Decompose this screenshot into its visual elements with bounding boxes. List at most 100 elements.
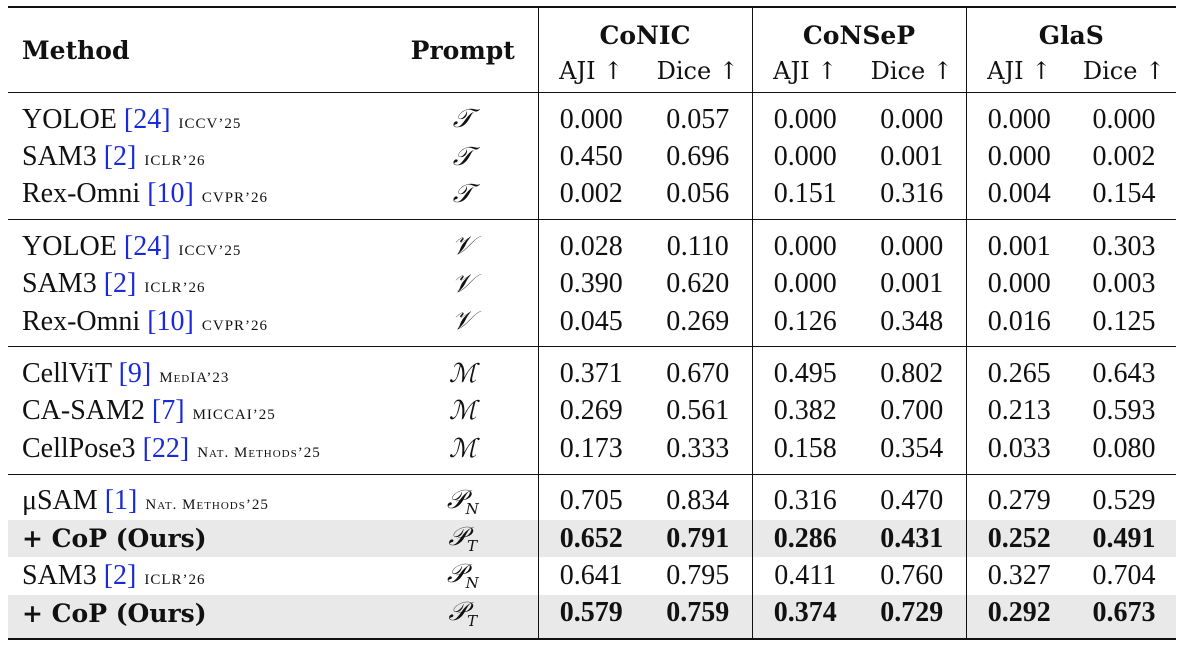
header-metric: Dice ↑ [870,57,953,85]
method-name: μSAM [22,485,98,517]
prompt-symbol: 𝒯 [453,104,473,134]
prompt-symbol: ℳ [449,359,477,389]
prompt-symbol: 𝒫T [448,522,478,556]
metric-value: 0.056 [666,178,730,210]
prompt-symbol: 𝒱 [452,231,474,261]
header-metric: AJI ↑ [751,50,858,93]
venue-label: Nat. Methods’25 [197,444,321,461]
venue-label: ICLR’26 [144,280,206,297]
metric-value: 0.000 [751,219,858,266]
metric-value: 0.033 [965,430,1072,475]
metric-value: 0.279 [965,474,1072,520]
prompt-subscript: N [465,574,479,593]
metric-value: 0.110 [666,230,729,262]
table-row: CA-SAM2 [7] MICCAI’25 ℳ 0.269 0.561 0.382 0.70… [8,392,1176,431]
table-body: YOLOE [24] ICCV’25 𝒯 0.000 0.057 0.000 0.000 0.… [8,92,1176,640]
prompt-letter: 𝒫 [448,522,468,552]
prompt-letter: 𝒫 [446,484,466,515]
method-name: Rex-Omni [22,305,141,337]
metric-value: 0.000 [1092,103,1156,135]
method-cell: Rex-Omni [10] CVPR’26 [8,303,388,347]
citation-link[interactable]: [24] [123,230,171,262]
metric-value: 0.696 [666,141,730,173]
prompt-subscript: N [465,499,479,518]
prompt-letter: ℳ [448,433,477,464]
method-cell: Rex-Omni [10] CVPR’26 [8,176,388,220]
method-name: CA-SAM2 [22,395,145,427]
metric-value: 0.374 [751,594,858,640]
table-row: CellViT [9] MedIA’23 ℳ 0.371 0.670 0.495 0.802… [8,346,1176,393]
header-method: Method [22,35,130,65]
metric-value: 0.382 [751,392,858,431]
prompt-symbol: 𝒱 [452,306,474,336]
metric-value: 0.795 [666,559,730,591]
venue-label: CVPR’26 [201,190,269,207]
method-name: Rex-Omni [22,178,141,210]
method-name: CellViT [22,358,112,390]
citation-link[interactable]: [2] [103,141,137,173]
citation-link[interactable]: [10] [147,305,194,337]
metric-value: 0.316 [751,474,858,520]
citation-link[interactable]: [2] [103,559,137,591]
table-row: Rex-Omni [10] CVPR’26 𝒱 0.045 0.269 0.126 0.34… [8,302,1176,347]
metric-value: 0.704 [1092,559,1156,591]
citation-link[interactable]: [9] [118,358,152,390]
metric-value: 0.000 [751,265,858,303]
metric-value: 0.529 [1092,485,1156,517]
metric-value: 0.760 [880,559,944,591]
metric-value: 0.173 [537,430,644,475]
metric-value: 0.491 [1072,519,1176,558]
method-name: SAM3 [22,268,97,300]
metric-value: 0.000 [880,103,944,135]
table-row: SAM3 [2] ICLR’26 𝒯 0.450 0.696 0.000 0.001 0.00… [8,138,1176,176]
citation-link[interactable]: [22] [142,432,190,464]
table-row: Rex-Omni [10] CVPR’26 𝒯 0.002 0.056 0.151 0.31… [8,175,1176,220]
header-prompt: Prompt [410,35,515,65]
metric-value: 0.252 [965,519,1072,558]
metric-value: 0.000 [965,92,1072,139]
table-row: μSAM [1] Nat. Methods’25 𝒫N 0.705 0.834 0.316… [8,474,1176,520]
metric-value: 0.000 [965,138,1072,176]
prompt-letter: 𝒯 [452,178,473,209]
venue-label: MICCAI’25 [192,407,276,424]
citation-link[interactable]: [1] [104,485,138,517]
citation-link[interactable]: [10] [147,178,194,210]
prompt-letter: 𝒯 [452,104,473,135]
metric-value: 0.700 [880,395,944,427]
citation-link[interactable]: [2] [103,268,137,300]
metric-value: 0.673 [1072,594,1176,640]
method-cell: CellPose3 [22] Nat. Methods’25 [8,430,388,474]
metric-value: 0.002 [537,175,644,220]
metric-value: 0.000 [537,92,644,139]
metric-value: 0.641 [537,557,644,595]
metric-value: 0.620 [666,268,730,300]
metric-value: 0.411 [751,557,858,595]
metric-value: 0.269 [537,392,644,431]
prompt-symbol: ℳ [449,396,477,426]
metric-value: 0.292 [965,594,1072,640]
method-cell: μSAM [1] Nat. Methods’25 [8,474,388,520]
header-dataset-consep: CoNSeP [751,7,966,50]
method-cell: YOLOE [24] ICCV’25 [8,93,388,139]
prompt-symbol: 𝒫T [448,597,477,630]
metric-value: 0.269 [666,305,730,337]
metric-value: 0.213 [965,392,1072,431]
metric-value: 0.016 [965,302,1072,347]
metric-value: 0.316 [880,178,944,210]
prompt-subscript: T [467,537,478,556]
metric-value: 0.348 [880,305,944,337]
prompt-cell: ℳ [388,393,538,430]
table-row: SAM3 [2] ICLR’26 𝒱 0.390 0.620 0.000 0.001 0.00… [8,265,1176,303]
prompt-letter: 𝒱 [451,231,474,262]
metric-value: 0.705 [537,474,644,520]
metric-value: 0.080 [1092,432,1156,464]
metric-value: 0.333 [666,432,730,464]
method-cell: CellViT [9] MedIA’23 [8,347,388,393]
citation-link[interactable]: [24] [123,103,171,135]
prompt-cell: 𝒫N [388,474,538,520]
venue-label: MedIA’23 [159,370,230,387]
metric-value: 0.001 [880,268,944,300]
metric-value: 0.158 [751,430,858,475]
citation-link[interactable]: [7] [151,395,185,427]
